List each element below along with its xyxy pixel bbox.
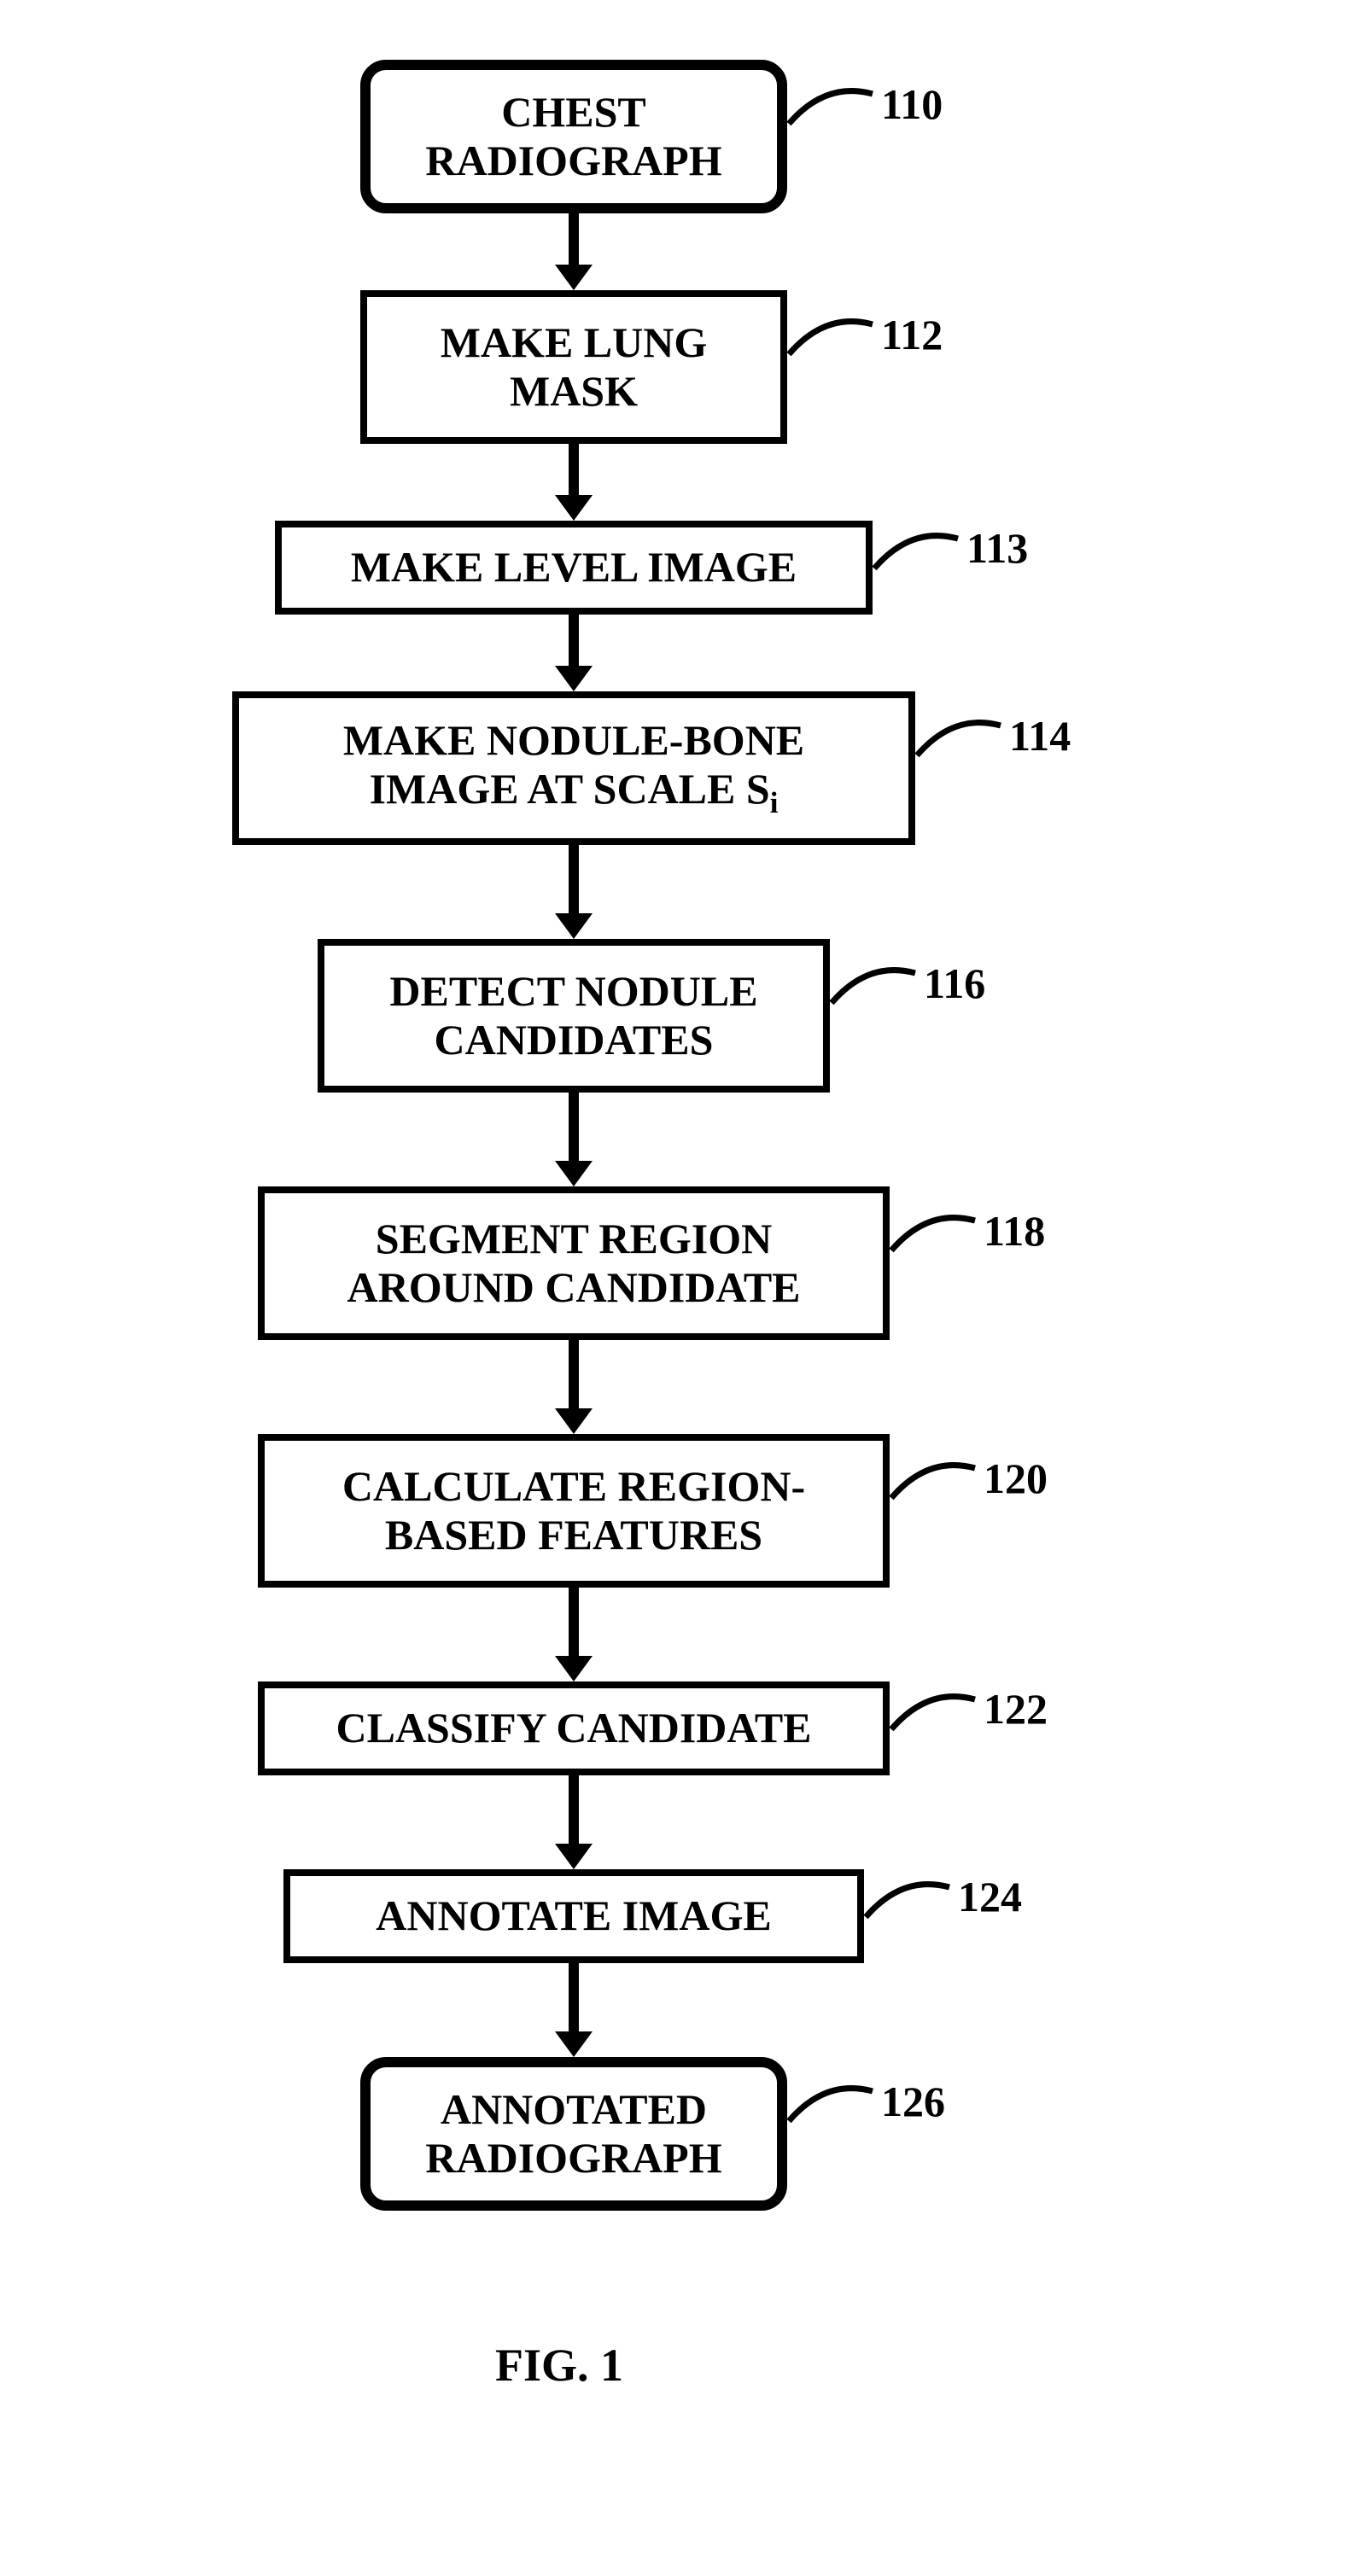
flow-node-120: CALCULATE REGION-BASED FEATURES bbox=[258, 1434, 890, 1588]
flow-node-112: MAKE LUNGMASK bbox=[360, 290, 787, 444]
ref-leader-120 bbox=[890, 1451, 984, 1511]
arrow-1 bbox=[548, 444, 599, 521]
ref-label-113: 113 bbox=[966, 523, 1028, 573]
arrow-3 bbox=[548, 845, 599, 939]
ref-leader-114 bbox=[915, 708, 1009, 768]
ref-label-116: 116 bbox=[924, 959, 985, 1008]
ref-leader-118 bbox=[890, 1203, 984, 1263]
flow-node-126: ANNOTATEDRADIOGRAPH bbox=[360, 2057, 787, 2211]
flow-node-113: MAKE LEVEL IMAGE bbox=[275, 521, 873, 615]
ref-label-110: 110 bbox=[881, 79, 943, 129]
ref-leader-124 bbox=[864, 1870, 958, 1930]
flow-node-122: CLASSIFY CANDIDATE bbox=[258, 1681, 890, 1775]
flow-node-114: MAKE NODULE-BONEIMAGE AT SCALE Si bbox=[232, 691, 915, 845]
arrow-0 bbox=[548, 213, 599, 290]
ref-label-124: 124 bbox=[958, 1872, 1022, 1921]
flow-node-118: SEGMENT REGIONAROUND CANDIDATE bbox=[258, 1186, 890, 1340]
arrow-5 bbox=[548, 1340, 599, 1434]
ref-leader-110 bbox=[787, 77, 881, 137]
ref-label-112: 112 bbox=[881, 310, 943, 359]
ref-label-118: 118 bbox=[984, 1206, 1045, 1256]
arrow-6 bbox=[548, 1588, 599, 1681]
flow-node-124: ANNOTATE IMAGE bbox=[283, 1869, 864, 1963]
arrow-4 bbox=[548, 1093, 599, 1186]
ref-label-114: 114 bbox=[1009, 711, 1071, 761]
arrow-2 bbox=[548, 615, 599, 691]
flow-node-110: CHESTRADIOGRAPH bbox=[360, 60, 787, 213]
flow-node-116: DETECT NODULECANDIDATES bbox=[318, 939, 830, 1093]
arrow-7 bbox=[548, 1775, 599, 1869]
ref-label-122: 122 bbox=[984, 1684, 1048, 1734]
ref-leader-122 bbox=[890, 1682, 984, 1742]
ref-leader-113 bbox=[873, 522, 966, 581]
ref-label-126: 126 bbox=[881, 2077, 945, 2126]
flowchart-canvas: CHESTRADIOGRAPH 110 MAKE LUNGMASK 112 MAKE L… bbox=[0, 0, 1372, 2576]
ref-leader-112 bbox=[787, 307, 881, 367]
figure-caption: FIG. 1 bbox=[495, 2339, 623, 2392]
ref-leader-116 bbox=[830, 956, 924, 1016]
ref-label-120: 120 bbox=[984, 1454, 1048, 1503]
arrow-8 bbox=[548, 1963, 599, 2057]
ref-leader-126 bbox=[787, 2074, 881, 2134]
